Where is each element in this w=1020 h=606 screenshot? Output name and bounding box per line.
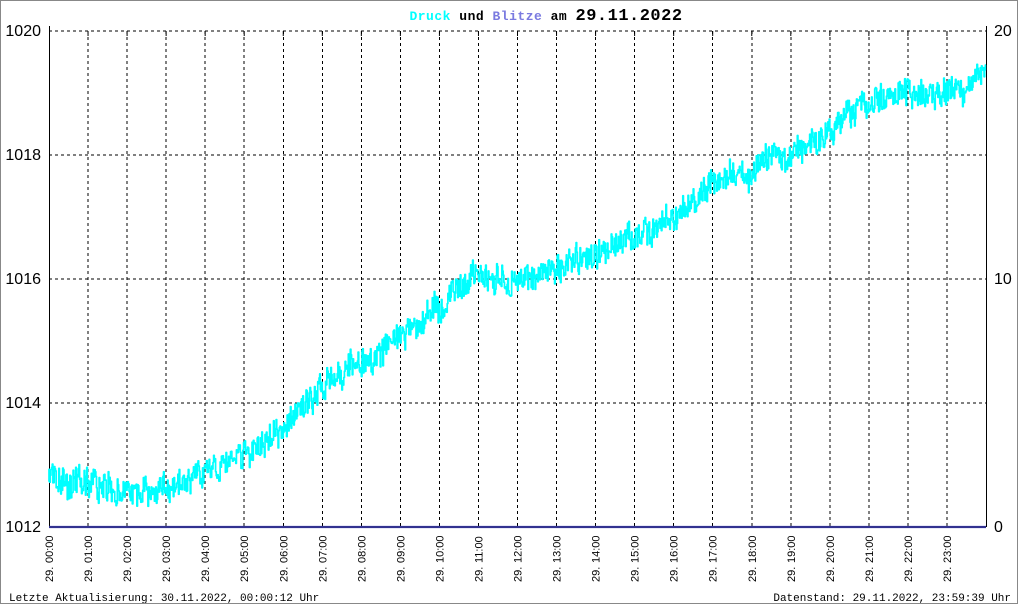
svg-text:1012: 1012 — [5, 519, 41, 536]
svg-text:29.: 29. — [786, 567, 798, 582]
svg-text:29.: 29. — [630, 567, 642, 582]
svg-text:14:00: 14:00 — [591, 535, 603, 563]
svg-text:00:00: 00:00 — [44, 535, 56, 563]
svg-text:04:00: 04:00 — [200, 535, 212, 563]
svg-text:1020: 1020 — [5, 23, 41, 40]
svg-text:29.: 29. — [473, 567, 485, 582]
svg-text:29.: 29. — [903, 567, 915, 582]
svg-text:29.: 29. — [239, 567, 251, 582]
svg-text:22:00: 22:00 — [903, 535, 915, 563]
svg-text:29.: 29. — [434, 567, 446, 582]
svg-text:21:00: 21:00 — [864, 535, 876, 563]
svg-text:1014: 1014 — [5, 395, 41, 412]
svg-text:02:00: 02:00 — [122, 535, 134, 563]
svg-text:10:00: 10:00 — [434, 535, 446, 563]
svg-text:29.: 29. — [864, 567, 876, 582]
svg-text:29.: 29. — [669, 567, 681, 582]
svg-text:03:00: 03:00 — [161, 535, 173, 563]
svg-text:29.: 29. — [942, 567, 954, 582]
svg-text:29.: 29. — [317, 567, 329, 582]
svg-text:29.: 29. — [395, 567, 407, 582]
svg-text:Datenstand: 29.11.2022, 23:59:: Datenstand: 29.11.2022, 23:59:39 Uhr — [773, 593, 1011, 604]
svg-text:0: 0 — [994, 519, 1003, 536]
svg-text:20: 20 — [994, 23, 1012, 40]
svg-text:20:00: 20:00 — [825, 535, 837, 563]
svg-text:06:00: 06:00 — [278, 535, 290, 563]
svg-text:29.: 29. — [200, 567, 212, 582]
svg-text:1016: 1016 — [5, 271, 41, 288]
svg-text:15:00: 15:00 — [630, 535, 642, 563]
svg-text:29.: 29. — [83, 567, 95, 582]
svg-text:29.: 29. — [122, 567, 134, 582]
svg-text:29.: 29. — [552, 567, 564, 582]
svg-text:29.: 29. — [278, 567, 290, 582]
svg-text:05:00: 05:00 — [239, 535, 251, 563]
svg-text:01:00: 01:00 — [83, 535, 95, 563]
svg-text:12:00: 12:00 — [513, 535, 525, 563]
svg-text:09:00: 09:00 — [395, 535, 407, 563]
svg-text:08:00: 08:00 — [356, 535, 368, 563]
svg-text:29.: 29. — [747, 567, 759, 582]
svg-text:29.: 29. — [356, 567, 368, 582]
svg-text:29.: 29. — [825, 567, 837, 582]
svg-text:13:00: 13:00 — [552, 535, 564, 563]
svg-text:23:00: 23:00 — [942, 535, 954, 563]
svg-text:11:00: 11:00 — [473, 536, 485, 563]
svg-text:29.: 29. — [44, 567, 56, 582]
svg-text:16:00: 16:00 — [669, 535, 681, 563]
svg-text:29.: 29. — [513, 567, 525, 582]
svg-text:29.: 29. — [161, 567, 173, 582]
svg-text:17:00: 17:00 — [708, 535, 720, 563]
svg-text:18:00: 18:00 — [747, 535, 759, 563]
svg-text:1018: 1018 — [5, 147, 41, 164]
svg-text:Letzte Aktualisierung: 30.11.2: Letzte Aktualisierung: 30.11.2022, 00:00… — [9, 593, 319, 604]
svg-text:29.: 29. — [591, 567, 603, 582]
svg-text:07:00: 07:00 — [317, 535, 329, 563]
svg-text:10: 10 — [994, 271, 1012, 288]
svg-text:19:00: 19:00 — [786, 535, 798, 563]
svg-text:29.: 29. — [708, 567, 720, 582]
